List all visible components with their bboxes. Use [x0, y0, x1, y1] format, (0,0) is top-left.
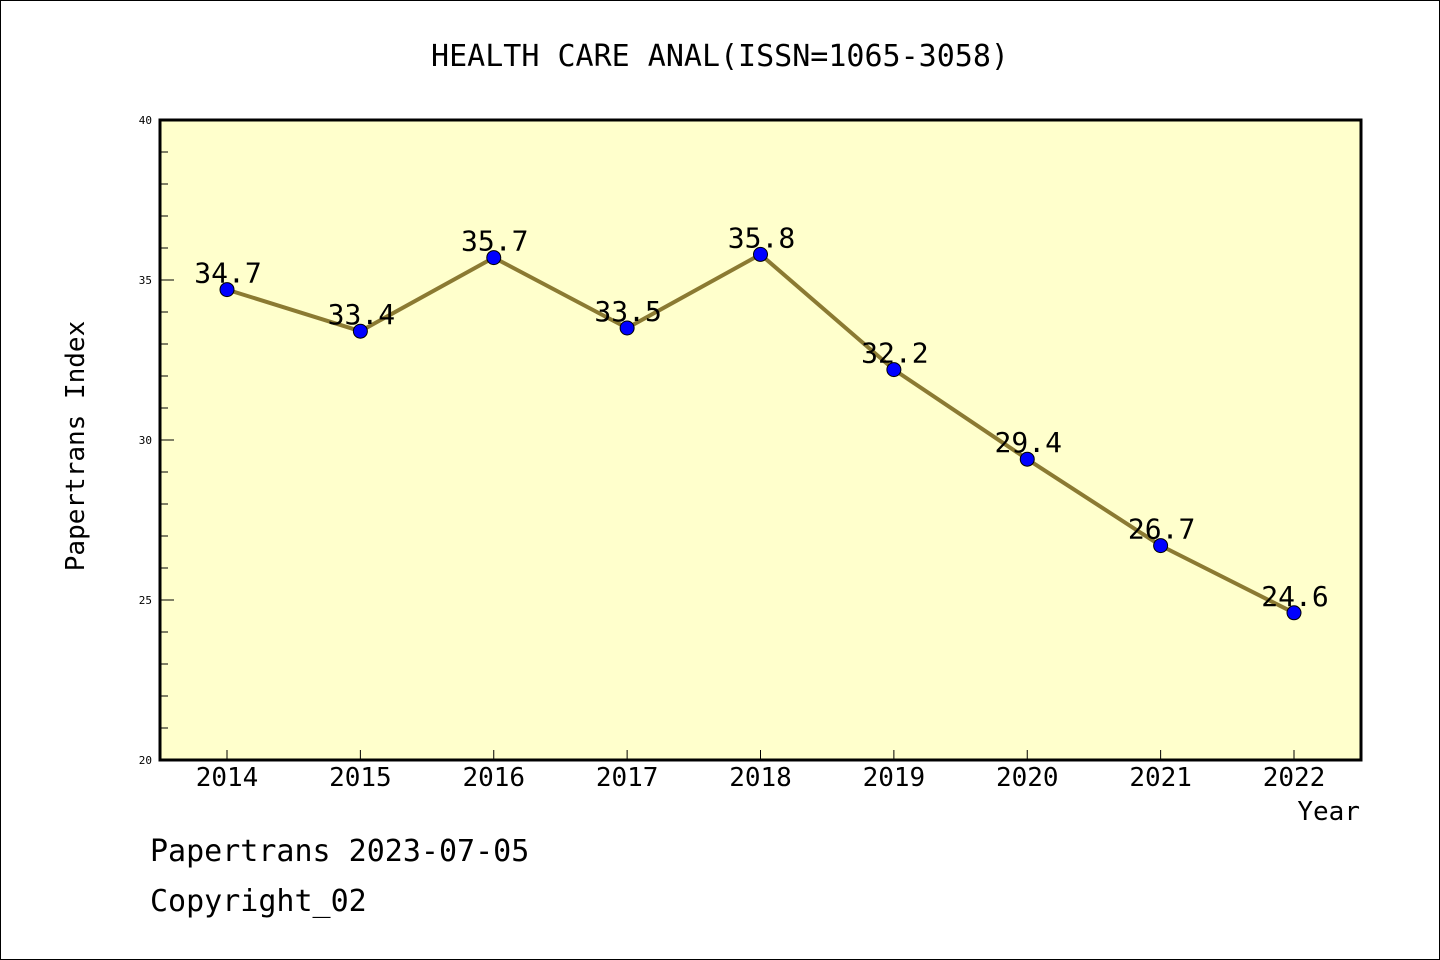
data-point — [1153, 538, 1169, 554]
chart-title: HEALTH CARE ANAL(ISSN=1065-3058) — [431, 39, 1009, 74]
x-tick-label: 2016 — [462, 763, 525, 793]
x-tick-label: 2014 — [196, 763, 259, 793]
x-tick-label: 2020 — [996, 763, 1059, 793]
x-axis-ticks: 2014 2015 2016 2017 2018 2019 2020 2021 2022 — [196, 750, 1326, 793]
data-label: 29.4 — [995, 426, 1062, 459]
data-point — [1286, 605, 1302, 621]
x-tick-label: 2021 — [1129, 763, 1192, 793]
x-tick-label: 2018 — [729, 763, 792, 793]
data-label: 33.4 — [328, 298, 395, 331]
y-tick-label: 35 — [139, 274, 152, 287]
y-tick-label: 40 — [139, 114, 152, 127]
data-labels: 34.7 33.4 35.7 33.5 35.8 32.2 29.4 26.7 24.6 — [194, 221, 1328, 612]
x-tick-label: 2015 — [329, 763, 392, 793]
data-point — [219, 282, 235, 298]
data-point — [486, 250, 502, 266]
y-tick-label: 25 — [139, 594, 152, 607]
data-point — [1019, 451, 1035, 467]
footer-copyright: Copyright_02 — [150, 884, 367, 919]
footer-date: Papertrans 2023-07-05 — [150, 834, 530, 869]
data-label: 24.6 — [1261, 580, 1328, 613]
data-label: 26.7 — [1128, 513, 1195, 546]
data-label: 32.2 — [861, 337, 928, 370]
y-axis-title: Papertrans Index — [61, 321, 91, 571]
data-point — [753, 246, 768, 262]
x-tick-label: 2022 — [1263, 763, 1326, 793]
data-point — [352, 323, 368, 339]
data-point — [886, 362, 902, 378]
x-tick-label: 2017 — [596, 763, 659, 793]
y-axis-ticks: 20 25 30 35 40 — [139, 114, 174, 767]
x-axis-title: Year — [1297, 797, 1360, 827]
data-label: 35.7 — [461, 225, 528, 258]
data-point — [619, 320, 635, 336]
data-label: 34.7 — [194, 257, 261, 290]
data-label: 33.5 — [594, 295, 661, 328]
x-tick-label: 2019 — [863, 763, 926, 793]
data-markers — [219, 246, 1302, 621]
plot-area — [158, 118, 1363, 762]
y-tick-label: 30 — [139, 434, 152, 447]
data-label: 35.8 — [728, 221, 795, 254]
y-tick-label: 20 — [139, 754, 152, 767]
